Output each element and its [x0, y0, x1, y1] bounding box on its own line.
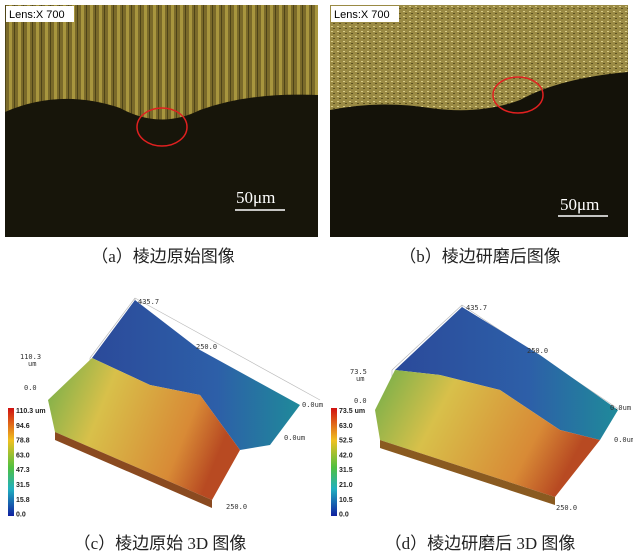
scale-bar-label: 50μm [560, 195, 599, 214]
colorbar-label: 52.5 [339, 438, 353, 445]
colorbar-label: 10.5 [339, 497, 353, 504]
axis-label: 0.0um [614, 436, 633, 444]
axis-label: 435.7 [466, 304, 487, 312]
axis-label: um [28, 360, 36, 368]
scale-bar-label: 50μm [236, 188, 275, 207]
lens-label: Lens:X 700 [334, 9, 390, 21]
micrograph-b: Lens:X 700 50μm [330, 5, 628, 237]
axis-label: 250.0 [226, 503, 247, 511]
colorbar-label: 78.8 [16, 438, 30, 445]
lens-label: Lens:X 700 [9, 9, 65, 21]
axis-label: 0.0um [610, 404, 631, 412]
axis-label: 250.0 [196, 343, 217, 351]
colorbar [331, 408, 337, 516]
caption: （b）棱边研磨后图像 [399, 247, 561, 266]
colorbar-label: 0.0 [339, 512, 349, 519]
axis-label: um [356, 375, 364, 383]
axis-label: 0.0 [354, 397, 367, 405]
colorbar-label: 31.5 [16, 482, 30, 489]
colorbar-label: 94.6 [16, 423, 30, 430]
colorbar-label: 0.0 [16, 512, 26, 519]
axis-label: 0.0 [24, 384, 37, 392]
surface-3d-d [331, 305, 620, 516]
colorbar-label: 21.0 [339, 482, 353, 489]
colorbar [8, 408, 14, 516]
colorbar-label: 31.5 [339, 467, 353, 474]
axis-label: 435.7 [138, 298, 159, 306]
surface-3d-c [8, 298, 320, 516]
caption: （c）棱边原始 3D 图像 [74, 534, 247, 553]
figure: Lens:X 700 50μm （a）棱边原始图像 Lens:X 700 50μ… [0, 0, 633, 556]
colorbar-label: 47.3 [16, 467, 30, 474]
micrograph-a: Lens:X 700 50μm [5, 5, 318, 237]
axis-label: 0.0um [302, 401, 323, 409]
colorbar-label: 110.3 um [16, 408, 46, 415]
colorbar-label: 63.0 [16, 452, 30, 459]
caption: （a）棱边原始图像 [91, 247, 235, 266]
axis-label: 0.0um [284, 434, 305, 442]
axis-label: 250.0 [556, 504, 577, 512]
caption: （d）棱边研磨后 3D 图像 [385, 534, 576, 553]
colorbar-label: 73.5 um [339, 408, 365, 415]
colorbar-label: 63.0 [339, 423, 353, 430]
colorbar-label: 42.0 [339, 452, 353, 459]
axis-label: 250.0 [527, 347, 548, 355]
colorbar-label: 15.8 [16, 497, 30, 504]
